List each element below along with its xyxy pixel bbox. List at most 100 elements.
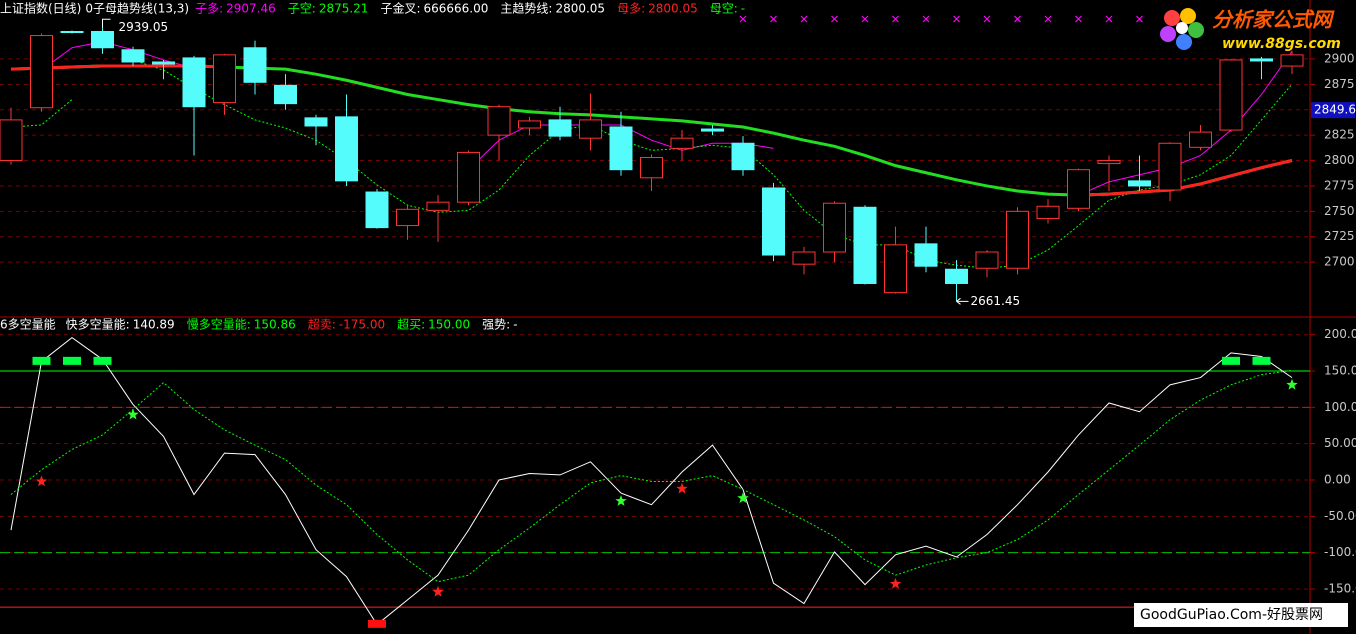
y-tick-label: 0.00	[1324, 472, 1351, 486]
candle-body	[1036, 205, 1060, 219]
watermark: GoodGuPiao.Com-好股票网	[1140, 607, 1323, 623]
candle-body	[975, 251, 999, 269]
candle-body	[457, 151, 480, 203]
candle-body	[1097, 160, 1121, 165]
last-price: 2849.6	[1314, 103, 1356, 117]
cross-mark	[1136, 15, 1143, 23]
y-tick-label: 2800	[1324, 153, 1355, 167]
signal-star	[615, 495, 627, 506]
signal-block	[32, 356, 51, 365]
candle-body	[670, 137, 694, 149]
y-tick-label: -100.0	[1324, 545, 1356, 559]
status-text: 母空:	[710, 2, 738, 16]
series-line	[1078, 51, 1293, 196]
status-text: 2800.05	[555, 2, 605, 16]
y-tick-label: -150.0	[1324, 581, 1356, 595]
candle-body	[182, 57, 206, 108]
annotation-arrow	[102, 18, 111, 28]
status-text: 666666.00	[423, 2, 488, 16]
status-text: 150.00	[428, 318, 470, 332]
candle-body	[335, 116, 358, 182]
candle-body	[1219, 59, 1243, 131]
y-tick-label: 100.0	[1324, 400, 1356, 414]
y-tick-label: -50.00	[1324, 509, 1356, 523]
y-tick-label: 2700	[1324, 255, 1355, 269]
status-text: -	[513, 318, 517, 332]
candle-body	[396, 208, 419, 227]
signal-block	[1222, 356, 1240, 365]
status-text: 子多:	[195, 2, 223, 16]
candle-body	[243, 47, 267, 83]
cross-mark	[1014, 15, 1021, 23]
logo-petal	[1176, 34, 1192, 50]
last-price-box	[1311, 102, 1355, 119]
cross-mark	[770, 15, 777, 23]
signal-block	[368, 619, 386, 628]
candle-body	[121, 49, 145, 63]
candle-body	[0, 119, 23, 162]
candle-body	[853, 206, 877, 284]
logo-text: 分析家公式网	[1212, 8, 1335, 32]
y-tick-label: 2725	[1324, 229, 1355, 243]
y-tick-label: 2825	[1324, 128, 1355, 142]
candle-body	[1158, 142, 1182, 191]
status-text: 2800.05	[648, 2, 698, 16]
series-line	[132, 59, 1293, 269]
candle-body	[762, 187, 785, 256]
annotation: 2939.05	[119, 20, 169, 34]
logo-petal	[1180, 8, 1196, 24]
candle-body	[823, 202, 846, 253]
status-text: 2875.21	[319, 2, 369, 16]
status-text: 强势:	[482, 318, 510, 332]
cross-mark	[1105, 15, 1113, 23]
cross-mark	[800, 15, 808, 23]
series-line	[10, 369, 1293, 583]
logo: 分析家公式网 www.88gs.com	[1160, 8, 1341, 52]
candle-body	[701, 128, 724, 132]
candle-body	[884, 244, 907, 294]
cross-mark	[892, 15, 899, 23]
y-tick-label: 2875	[1324, 77, 1355, 91]
signal-star	[737, 492, 749, 503]
logo-center	[1176, 22, 1188, 34]
status-text: 2907.46	[226, 2, 276, 16]
signal-block	[93, 356, 112, 365]
signal-star	[35, 475, 48, 487]
y-tick-label: 150.0	[1324, 364, 1356, 378]
annotation: 2661.45	[971, 294, 1021, 308]
candle-body	[487, 106, 511, 136]
candle-body	[91, 30, 114, 49]
candle-body	[1250, 58, 1273, 62]
candle-body	[30, 35, 53, 109]
candle-body	[731, 142, 755, 171]
y-tick-label: 50.00	[1324, 436, 1356, 450]
candle-body	[792, 251, 816, 265]
y-tick-label: 2900	[1324, 51, 1355, 65]
candle-body	[914, 243, 938, 267]
signal-star	[127, 408, 139, 420]
logo-petal	[1164, 10, 1180, 26]
cross-mark	[739, 15, 747, 23]
cross-mark	[922, 15, 930, 23]
candle-body	[945, 268, 968, 284]
series-line	[41, 41, 195, 71]
candle-body	[304, 117, 328, 127]
status-text: 上证指数(日线)	[0, 1, 81, 16]
status-text: 母多:	[617, 2, 645, 16]
candle-body	[426, 201, 450, 211]
status-text: -	[741, 2, 745, 16]
candle-body	[60, 30, 84, 34]
signal-star	[889, 577, 902, 589]
cross-mark	[1044, 15, 1052, 23]
candle-body	[518, 120, 541, 129]
candle-body	[579, 119, 602, 139]
signal-block	[63, 356, 81, 365]
watermark-box	[1134, 603, 1348, 627]
status-text: -175.00	[339, 318, 385, 332]
status-text: 6多空量能	[0, 318, 56, 332]
signal-block	[1252, 356, 1271, 365]
annotation-arrow	[956, 297, 969, 305]
